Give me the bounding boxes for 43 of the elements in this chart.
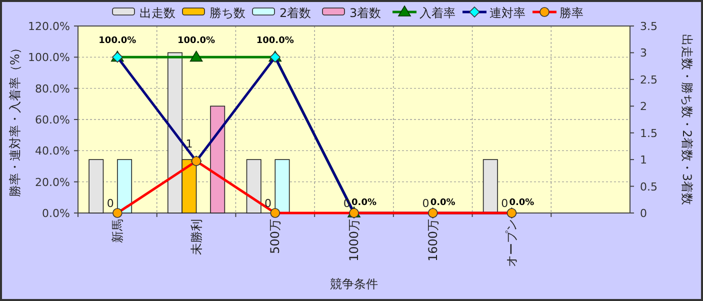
data-label: 0.0% — [352, 198, 376, 208]
y2-tick-label: 2.5 — [640, 73, 658, 86]
data-label: 0.0% — [430, 198, 456, 208]
data-label: 1 — [186, 138, 193, 151]
y2-tick-label: 0.5 — [640, 180, 658, 194]
y-axis-title: 勝率・連対率・入着率（%） — [8, 42, 22, 198]
y-tick-label: 80.0% — [35, 82, 70, 96]
data-label: 100.0% — [98, 36, 136, 46]
data-label: 0 — [501, 197, 508, 210]
y2-tick-label: 1.5 — [640, 126, 658, 140]
x-tick-label: 1600万 — [426, 219, 440, 262]
x-tick-label: 新馬 — [110, 219, 124, 243]
legend-label: 勝率 — [560, 6, 584, 20]
y2-tick-label: 2 — [640, 100, 647, 114]
legend-label: 出走数 — [140, 6, 176, 20]
data-label: 100.0% — [178, 36, 216, 46]
legend-label: 3着数 — [350, 6, 382, 20]
x-tick-label: 500万 — [268, 219, 282, 254]
legend-label: 入着率 — [420, 6, 456, 20]
y2-tick-label: 3.5 — [640, 20, 658, 33]
legend-label: 勝ち数 — [210, 6, 246, 20]
x-tick-label: 未勝利 — [189, 219, 204, 255]
y2-axis-title: 出走数・勝ち数・2着数・3着数 — [680, 34, 694, 206]
legend-label: 連対率 — [490, 6, 526, 20]
y2-tick-label: 0 — [640, 207, 647, 220]
legend-label: 2着数 — [280, 6, 312, 20]
y-tick-label: 0.0% — [42, 207, 70, 220]
y2-tick-label: 3 — [640, 46, 647, 60]
y-tick-label: 120.0% — [28, 20, 70, 33]
data-label: 100.0% — [256, 36, 294, 46]
data-label: 0 — [264, 197, 272, 210]
y-tick-label: 20.0% — [35, 176, 70, 189]
x-axis-title: 競争条件 — [330, 277, 378, 291]
y-tick-label: 40.0% — [35, 144, 70, 158]
data-label: 0 — [422, 197, 430, 210]
x-tick-label: オープン — [504, 219, 519, 267]
y-tick-label: 60.0% — [35, 114, 70, 126]
y2-tick-label: 1 — [640, 154, 647, 167]
x-tick-label: 1000万 — [347, 219, 361, 262]
data-label: 0.0% — [509, 198, 534, 208]
data-label: 0 — [106, 197, 114, 210]
y-tick-label: 100.0% — [28, 51, 70, 64]
point — [190, 50, 203, 62]
